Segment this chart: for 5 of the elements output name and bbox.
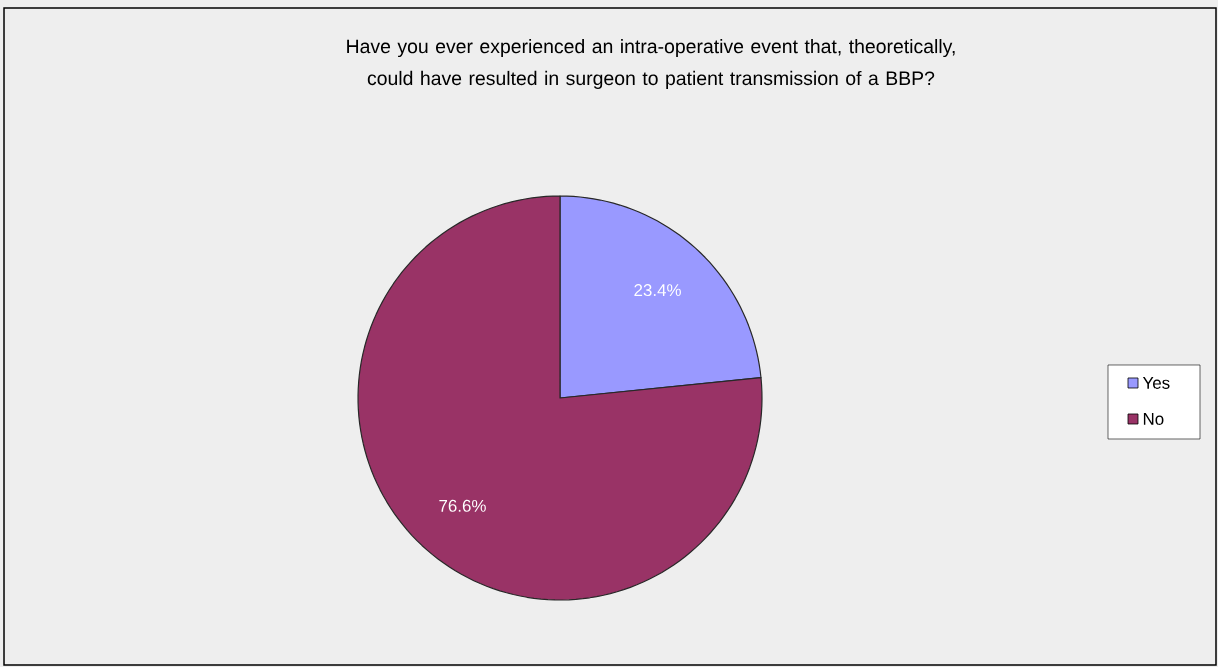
legend-label: No (1143, 413, 1164, 425)
data-label: 76.6% (439, 499, 486, 512)
chart-title: Have you ever experienced an intra-operative event that, theoretically, could have resulted in surgeon to patient transmission of a BBP? (347, 38, 955, 89)
data-label: 23.4% (634, 284, 681, 297)
legend-label: Yes (1142, 377, 1170, 389)
